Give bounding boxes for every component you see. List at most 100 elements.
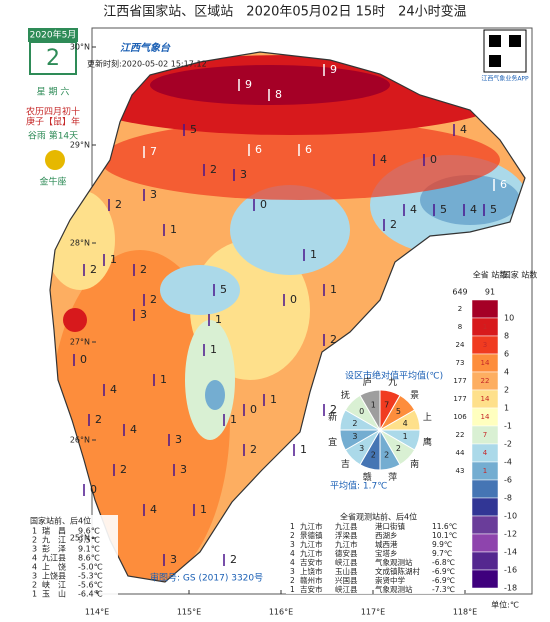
legend-label: -16 [504,566,517,575]
legend-total: 91 [485,288,495,297]
logo: 江西气象台 [120,42,171,54]
national-cell: 3 [32,572,37,581]
national-cell: 9.5℃ [78,536,100,545]
calendar-box [29,41,77,75]
legend-label: -14 [504,548,517,557]
provincial-cell: -7.3℃ [432,585,455,594]
station-value: 3 [240,168,247,181]
national-cell: -5.6℃ [78,581,103,590]
station-value: 0 [90,483,97,496]
calendar-header [28,28,78,42]
provincial-cell: 玉山县 [335,566,358,576]
qr-code [489,55,501,67]
provincial-cell: 气象观测站 [375,584,413,594]
legend-count: 73 [456,359,465,367]
provincial-cell: 文成镇陈湖村 [375,566,420,576]
national-cell: 上 饶 [42,562,66,572]
station-value: 2 [250,443,257,456]
lat-label: 27°N [70,338,90,347]
station-value: 1 [200,503,207,516]
zodiac-icon [45,150,65,170]
station-value: 2 [330,403,337,416]
provincial-cell: -6.9℃ [432,567,455,576]
provincial-cell: 九江市 [335,539,358,549]
national-cell: 8.6℃ [78,554,100,563]
national-cell: 2 [32,581,37,590]
provincial-cell: 3 [290,540,295,549]
weekday: 星 期 六 [37,86,70,98]
station-value: 1 [300,443,307,456]
lon-label: 115°E [177,608,201,617]
legend-swatch [471,515,499,535]
station-value: 0 [430,153,437,166]
approval: 审图号: GS (2017) 3320号 [150,572,263,584]
legend-national-count: 14 [481,395,490,403]
pie-value: 1 [371,400,376,409]
station-value: 4 [150,503,157,516]
provincial-cell: 吉安市 [300,557,323,567]
station-value: 2 [230,553,237,566]
legend-national-count: 22 [481,377,490,385]
pie-title: 设区市绝对值平均值(℃) [345,370,443,382]
station-value: 5 [440,203,447,216]
national-title: 国家站前、后4位 [30,516,91,526]
update-time: 更新时刻:2020-05-02 15:17:12 [87,59,207,69]
station-value: 4 [460,123,467,136]
provincial-cell: 九江县 [335,522,358,531]
provincial-cell: 浮梁县 [335,530,358,540]
station-value: 0 [250,403,257,416]
legend-label: 8 [504,332,509,341]
station-value: 4 [130,423,137,436]
station-value: 2 [140,263,147,276]
national-cell: 9.1℃ [78,545,100,554]
legend-label: -4 [504,458,512,467]
pie-name: 上 [423,412,432,423]
station-value: 4 [470,203,477,216]
legend-national-count: 14 [481,359,490,367]
national-cell: -5.0℃ [78,563,103,572]
provincial-cell: 4 [290,549,295,558]
pie-value: 3 [359,444,364,453]
station-value: 2 [390,218,397,231]
pie-value: 5 [396,407,401,416]
legend-label: -1 [504,422,512,431]
lat-label: 29°N [70,141,90,150]
pie-value: 2 [352,419,357,428]
station-value: 5 [220,283,227,296]
station-value: 1 [310,248,317,261]
provincial-cell: -6.8℃ [432,558,455,567]
station-value: 2 [120,463,127,476]
station-value: 3 [180,463,187,476]
national-cell: 4 [32,563,37,572]
national-cell: 瑞 昌 [42,526,66,536]
provincial-cell: 2 [290,576,295,585]
provincial-cell: 上饶市 [300,566,323,576]
station-value: 1 [270,393,277,406]
lat-label: 26°N [70,436,90,445]
legend-count: 177 [453,377,466,385]
qr-code [489,35,501,47]
national-cell: 九 江 [42,536,66,545]
legend-label: -6 [504,476,512,485]
app-label: 江西气象业务APP [481,75,529,83]
lat-label: 25°N [70,534,90,543]
station-value: 0 [290,293,297,306]
provincial-cell: 景德镇 [300,530,323,540]
pie-name: 庐 [363,376,372,388]
station-value: 3 [150,188,157,201]
station-value: 1 [210,343,217,356]
legend-label: 6 [504,350,509,359]
lunar: 农历四月初十 [26,106,80,118]
provincial-cell: 港口街镇 [375,521,405,531]
national-cell: 3 [32,545,37,554]
national-cell: -6.4℃ [78,590,103,599]
provincial-cell: 兴国县 [335,576,358,585]
pie-name: 赣 [363,471,372,483]
legend-label: -8 [504,494,512,503]
station-value: 1 [330,283,337,296]
solar-term: 谷雨 第14天 [28,130,78,142]
legend-swatch [471,569,499,589]
provincial-cell: 气象观测站 [375,557,413,567]
provincial-cell: 4 [290,558,295,567]
